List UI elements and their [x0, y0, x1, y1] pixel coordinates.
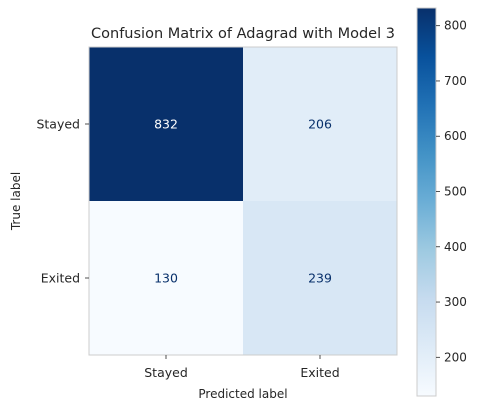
x-tick-label: Stayed	[144, 365, 188, 380]
y-axis-label: True label	[9, 172, 23, 231]
matrix-cell-1-1	[243, 201, 397, 355]
chart-title: Confusion Matrix of Adagrad with Model 3	[91, 26, 395, 42]
y-tick-label: Exited	[41, 271, 80, 286]
colorbar-tick-label: 400	[444, 240, 467, 254]
cell-value-1-1: 239	[308, 271, 332, 286]
colorbar-tick-label: 200	[444, 350, 467, 364]
cell-value-0-0: 832	[154, 117, 178, 132]
colorbar-ticks: 200 300 400 500 600 700 800	[436, 19, 467, 364]
x-axis-label: Predicted label	[198, 387, 287, 401]
x-tick-labels: Stayed Exited	[144, 355, 340, 380]
matrix-cell-0-0	[89, 47, 243, 201]
y-tick-label: Stayed	[36, 117, 80, 132]
matrix-frame	[88, 46, 398, 356]
colorbar-tick-label: 600	[444, 129, 467, 143]
matrix-cells: 832 206 130 239	[89, 47, 397, 355]
cell-value-1-0: 130	[154, 271, 178, 286]
y-tick-labels: Stayed Exited	[36, 117, 89, 286]
cell-value-0-1: 206	[308, 117, 332, 132]
x-tick-label: Exited	[300, 365, 339, 380]
matrix-cell-0-1	[243, 47, 397, 201]
colorbar-tick-label: 500	[444, 184, 467, 198]
matrix-cell-1-0	[89, 201, 243, 355]
colorbar-tick-label: 700	[444, 74, 467, 88]
colorbar-tick-label: 300	[444, 295, 467, 309]
colorbar	[416, 7, 437, 397]
colorbar-tick-label: 800	[444, 19, 467, 33]
